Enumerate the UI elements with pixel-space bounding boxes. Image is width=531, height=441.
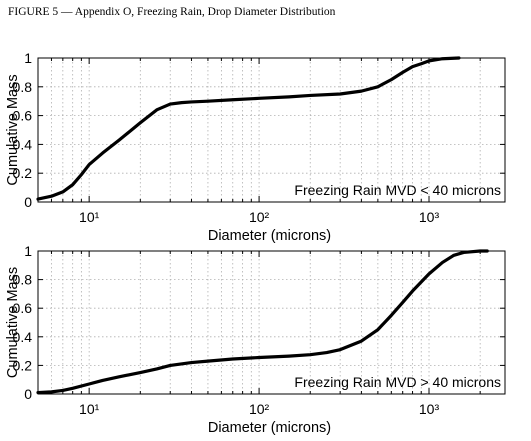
y-tick-label: 0.6 (13, 108, 33, 124)
annotation-text: Freezing Rain MVD < 40 microns (294, 182, 501, 198)
y-axis-label: Cumulative Mass (5, 267, 21, 378)
x-tick-label: 10¹ (79, 401, 100, 417)
axes-frame (37, 57, 506, 203)
x-axis-label: Diameter (microns) (208, 228, 331, 244)
x-axis-label: Diameter (microns) (208, 420, 331, 436)
chart-panel-bottom: 0 0.2 0.4 0.6 0.8 1 10¹ 10² 10³ Diameter (microns… (5, 243, 506, 436)
chart-panel-top: 0 0.2 0.4 0.6 0.8 1 10¹ 10² 10³ Diameter (microns… (5, 50, 506, 244)
y-tick-label: 1 (24, 50, 32, 66)
x-tick-label: 10² (249, 209, 270, 225)
y-tick-label: 1 (24, 243, 32, 259)
x-tick-label: 10³ (419, 401, 440, 417)
y-tick-label: 0.4 (13, 329, 33, 345)
y-tick-label: 0.2 (13, 357, 33, 373)
y-tick-label: 0.2 (13, 165, 33, 181)
x-tick-label: 10² (249, 401, 270, 417)
y-tick-label: 0 (24, 194, 32, 210)
series-line (36, 249, 489, 395)
y-tick-label: 0.4 (13, 136, 33, 152)
y-tick-label: 0.6 (13, 300, 33, 316)
y-tick-label: 0 (24, 386, 32, 402)
figure-title: FIGURE 5 — Appendix O, Freezing Rain, Dr… (8, 6, 336, 18)
y-axis-label: Cumulative Mass (5, 74, 21, 185)
x-tick-label: 10¹ (79, 209, 100, 225)
y-tick-label: 0.8 (13, 79, 33, 95)
series-line (36, 56, 461, 201)
y-tick-label: 0.8 (13, 272, 33, 288)
axes-frame (37, 250, 506, 395)
plot-area (38, 251, 505, 394)
plot-area (38, 58, 505, 202)
x-tick-label: 10³ (419, 209, 440, 225)
annotation-text: Freezing Rain MVD > 40 microns (294, 374, 501, 390)
